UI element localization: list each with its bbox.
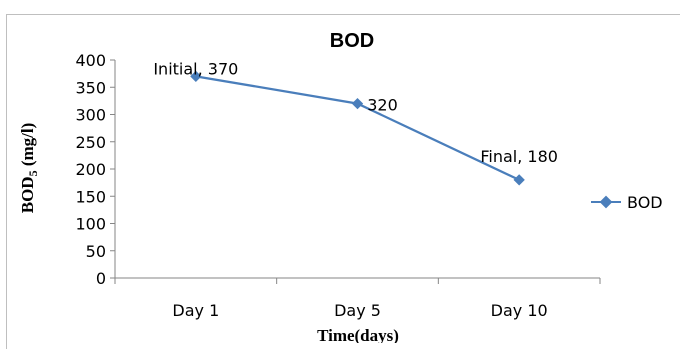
data-labels: Initial, 370 320 Final, 180 (153, 59, 558, 166)
data-point (513, 174, 525, 186)
y-tick-label: 200 (75, 160, 106, 179)
y-tick-label: 300 (75, 106, 106, 125)
series-line (195, 75, 520, 181)
legend: BOD (591, 193, 663, 212)
chart-frame (6, 14, 680, 349)
data-point (351, 97, 364, 110)
chart-title: BOD (330, 30, 374, 52)
y-tick-label: 0 (96, 269, 106, 288)
legend-marker (599, 195, 613, 209)
data-label: 320 (367, 96, 398, 115)
data-label: Final, 180 (480, 147, 558, 166)
y-tick-label: 400 (75, 51, 106, 70)
y-tick-label: 50 (86, 242, 106, 261)
x-tick-label: Day 5 (334, 301, 381, 320)
y-tick-label: 350 (75, 78, 106, 97)
y-axis: 0 50 100 150 200 250 300 350 400 (75, 51, 116, 288)
x-axis-label: Time(days) (317, 326, 399, 343)
y-axis-label: BOD5 (mg/l) (18, 123, 40, 214)
x-tick-label: Day 10 (491, 301, 548, 320)
y-tick-label: 250 (75, 133, 106, 152)
x-tick-label: Day 1 (172, 301, 219, 320)
series-bod (190, 70, 525, 186)
data-label: Initial, 370 (153, 59, 238, 78)
y-tick-label: 100 (75, 215, 106, 234)
x-axis: Day 1 Day 5 Day 10 (114, 277, 601, 320)
y-tick-label: 150 (75, 187, 106, 206)
legend-label: BOD (627, 193, 663, 212)
